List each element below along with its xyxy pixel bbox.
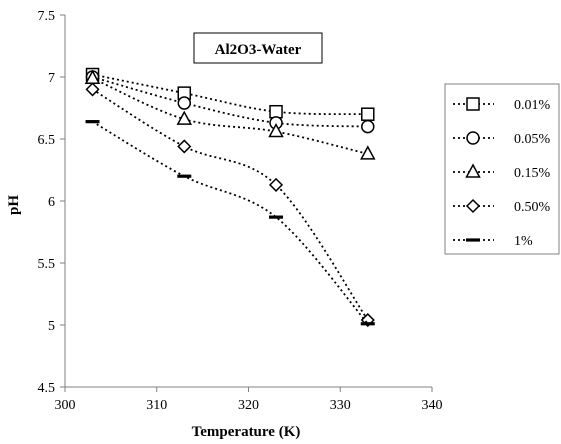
data-point-circle bbox=[177, 96, 192, 110]
x-tick-label: 300 bbox=[55, 398, 76, 413]
x-tick-label: 330 bbox=[330, 398, 351, 413]
legend-label: 0.50% bbox=[514, 200, 551, 215]
data-point-dash bbox=[269, 215, 284, 219]
x-axis-title: Temperature (K) bbox=[192, 424, 301, 440]
legend-label: 0.15% bbox=[514, 166, 551, 181]
legend-marker-diamond bbox=[465, 198, 481, 214]
data-point-dash bbox=[360, 322, 375, 326]
y-tick-label: 6 bbox=[48, 195, 55, 210]
data-point-circle bbox=[361, 119, 375, 134]
data-point-diamond bbox=[85, 82, 100, 97]
y-axis-title: pH bbox=[6, 195, 22, 215]
y-tick-label: 5.5 bbox=[38, 257, 56, 272]
data-point-square bbox=[361, 107, 375, 121]
legend-marker-dash bbox=[466, 238, 480, 242]
y-tick-label: 4.5 bbox=[38, 381, 56, 396]
data-point-diamond bbox=[177, 139, 192, 154]
legend-marker-triangle bbox=[465, 163, 481, 178]
x-ticks: 300 310 320 330 340 bbox=[55, 387, 443, 413]
series-5 bbox=[85, 120, 375, 326]
series-line bbox=[92, 77, 368, 155]
series-layer bbox=[84, 67, 376, 328]
series-line bbox=[92, 120, 369, 325]
legend-label: 0.01% bbox=[514, 98, 551, 113]
data-point-diamond bbox=[268, 177, 284, 192]
series-3 bbox=[84, 69, 376, 160]
legend-marker-square bbox=[466, 97, 480, 111]
legend-item: 0.50% bbox=[453, 198, 551, 215]
legend-box bbox=[444, 83, 560, 255]
series-1 bbox=[85, 67, 375, 121]
series-line bbox=[92, 76, 368, 128]
y-tick-label: 7 bbox=[48, 71, 55, 86]
legend-marker-circle bbox=[466, 131, 480, 145]
data-point-triangle bbox=[268, 122, 284, 138]
legend-item: 1% bbox=[453, 234, 533, 249]
data-point-dash bbox=[85, 120, 100, 124]
series-2 bbox=[85, 70, 375, 134]
legend-item: 0.01% bbox=[453, 97, 551, 113]
y-tick-label: 5 bbox=[48, 319, 55, 334]
x-tick-label: 310 bbox=[146, 398, 167, 413]
data-point-square bbox=[269, 104, 283, 119]
series-line bbox=[92, 88, 369, 321]
legend-item: 0.15% bbox=[453, 163, 551, 181]
legend-item: 0.05% bbox=[453, 131, 551, 147]
x-tick-label: 340 bbox=[422, 398, 443, 413]
chart-title: Al2O3-Water bbox=[215, 42, 302, 58]
data-point-triangle bbox=[176, 110, 193, 125]
data-point-dash bbox=[177, 174, 192, 178]
y-tick-label: 6.5 bbox=[38, 133, 56, 148]
series-4 bbox=[85, 82, 375, 328]
chart-title-box: Al2O3-Water bbox=[193, 32, 323, 64]
legend-label: 1% bbox=[514, 234, 533, 249]
y-ticks: 4.5 5 5.5 6 6.5 7 7.5 bbox=[38, 9, 65, 396]
y-tick-label: 7.5 bbox=[38, 9, 56, 24]
data-point-triangle bbox=[360, 145, 376, 160]
series-line bbox=[92, 73, 368, 116]
legend: 0.01% 0.05% 0.15% 0.50% 1% bbox=[444, 83, 560, 255]
legend-label: 0.05% bbox=[514, 132, 551, 147]
x-tick-label: 320 bbox=[238, 398, 259, 413]
